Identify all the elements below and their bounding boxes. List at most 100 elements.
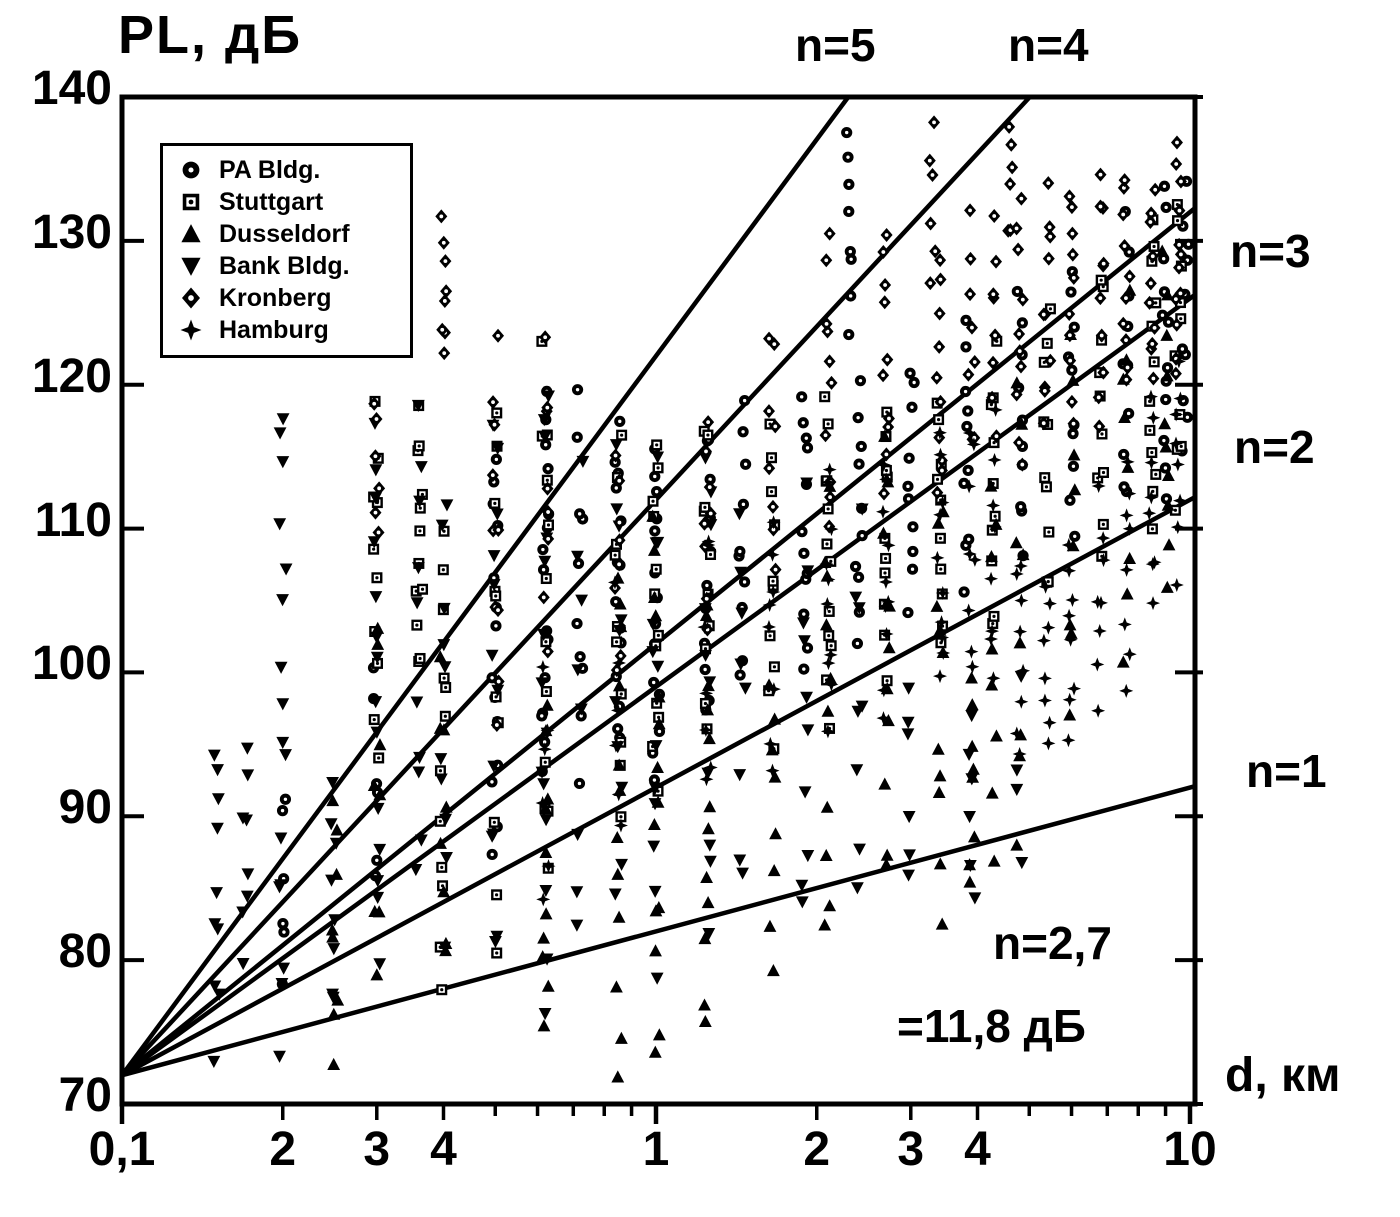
circle-dot-icon [163,158,219,182]
data-point [276,736,290,750]
data-point [1042,715,1057,730]
data-point [537,1019,551,1032]
data-point [935,917,949,930]
data-point [801,724,815,737]
y-tick-label-120: 120 [31,349,112,403]
data-point [1013,624,1028,639]
data-point [990,729,1003,742]
data-point [610,830,624,844]
data-point [650,972,664,985]
data-point [763,461,776,476]
data-point [648,676,660,689]
data-point [537,778,551,791]
data-point [882,641,896,654]
data-point [1117,617,1132,632]
data-point [967,762,980,775]
data-point [821,572,836,587]
data-point [965,671,978,684]
data-point [1063,189,1076,204]
data-point [573,777,586,790]
data-point [924,216,937,231]
triangle-up-icon [163,222,219,246]
data-point [986,498,1001,513]
data-point [906,563,919,575]
data-point [570,886,584,899]
data-point [488,816,500,828]
data-point [1066,226,1079,241]
data-point [438,672,450,684]
chart-title: PL, дБ [118,5,303,65]
data-point [902,480,914,492]
data-point [767,864,781,877]
data-point [877,368,890,383]
data-point [737,426,749,438]
data-point [327,943,341,956]
data-point [614,415,626,427]
data-point [698,998,711,1011]
data-point [435,209,448,224]
data-point [928,115,941,130]
data-point [1068,483,1082,496]
series-kronberg [368,115,1187,733]
data-point [277,918,289,930]
data-point [539,756,551,768]
triangle-down-icon [163,254,219,278]
data-point [923,153,936,168]
data-point [844,245,856,258]
data-point [962,464,974,476]
data-point [240,742,254,755]
data-point [736,867,749,880]
data-point [1069,530,1081,542]
data-point [699,663,711,676]
data-point [1016,457,1029,472]
data-point [1119,333,1132,348]
data-point [878,295,891,310]
data-point [1063,708,1077,721]
data-point [962,748,976,761]
legend-label: Dusseldorf [219,219,350,248]
legend-label: PA Bldg. [219,155,321,184]
data-point [369,591,383,604]
data-point [880,227,893,242]
data-point [207,1055,221,1069]
data-point [765,547,780,562]
data-point [536,710,548,722]
data-point [437,235,450,250]
data-point [1160,393,1172,406]
data-point [611,636,623,648]
data-point [1147,371,1160,386]
data-point [1170,457,1185,472]
series-hamburg [535,354,1188,907]
data-point [373,958,387,971]
data-point [539,907,553,920]
data-point [541,979,555,992]
data-point [414,525,426,537]
data-point [801,442,814,454]
data-point [1146,410,1161,425]
data-point [1160,328,1174,341]
data-point [414,652,426,664]
data-point [1014,670,1028,683]
data-point [434,753,448,766]
data-point [647,840,661,853]
data-point [703,839,717,852]
data-point [1119,562,1134,577]
data-point [437,564,449,576]
data-point [575,594,588,607]
data-point [853,843,866,856]
data-point [903,452,915,464]
data-point [820,253,833,268]
data-point [273,881,286,894]
data-point [491,889,503,901]
data-point [1170,520,1185,535]
data-point [963,811,976,824]
data-point [823,605,835,617]
data-point [1156,309,1169,321]
data-point [701,822,715,835]
data-point [766,964,780,977]
data-point [492,328,505,343]
data-point [797,417,809,429]
y-tick-label-100: 100 [31,637,112,691]
fit-exponent-annotation: n=2,7 [993,917,1112,969]
